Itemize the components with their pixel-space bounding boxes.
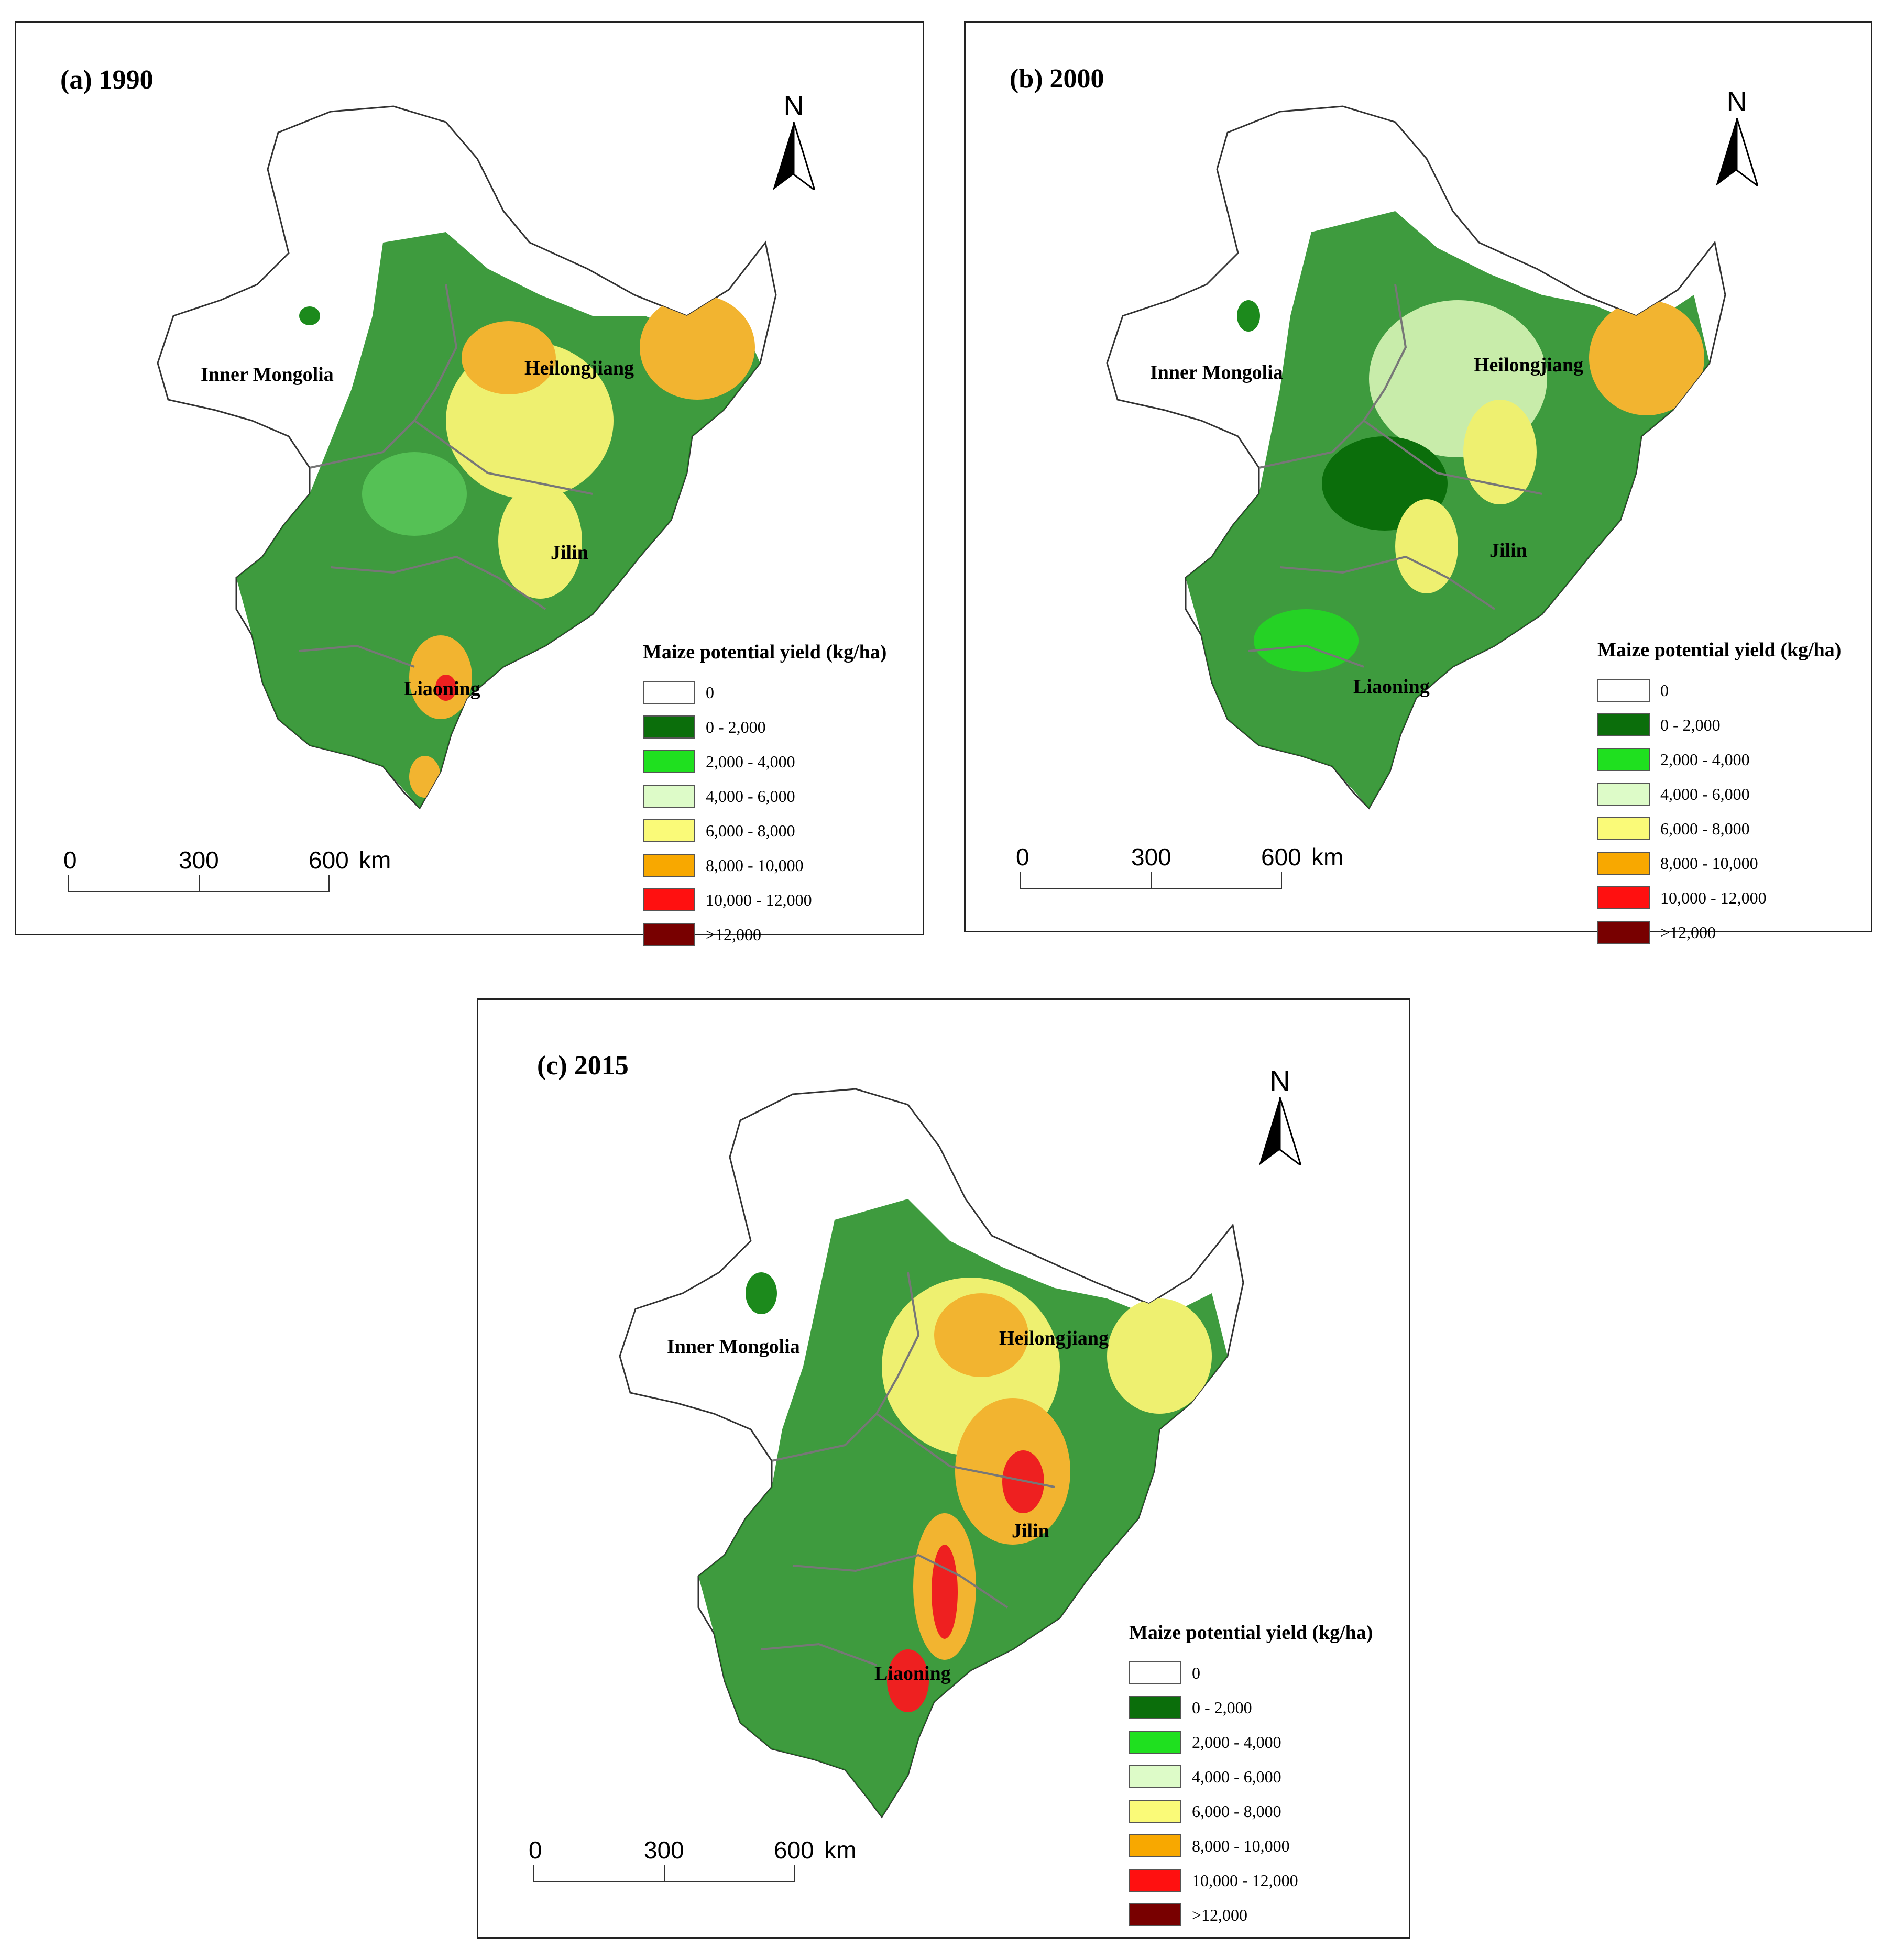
legend-item: 0 - 2,000: [1597, 708, 1891, 742]
north-arrow-icon: [1259, 1097, 1301, 1165]
panel-title: (a) 1990: [60, 65, 154, 95]
legend-item: 8,000 - 10,000: [643, 848, 936, 883]
legend-item: 2,000 - 4,000: [1597, 742, 1891, 777]
panel-title: (c) 2015: [537, 1051, 629, 1081]
legend-item: 4,000 - 6,000: [1129, 1759, 1422, 1794]
north-arrow: N: [762, 90, 825, 194]
scale-bar: 0 300 600 km: [1016, 843, 1351, 906]
label-jilin: Jilin: [551, 542, 588, 564]
legend-item: 4,000 - 6,000: [1597, 777, 1891, 811]
legend-item: 2,000 - 4,000: [643, 744, 936, 779]
label-inner-mongolia: Inner Mongolia: [1150, 361, 1283, 383]
label-heilongjiang: Heilongjiang: [524, 357, 634, 379]
north-arrow-icon: [1716, 118, 1758, 186]
legend-item: >12,000: [1597, 915, 1891, 950]
scale-bar: 0 300 600 km: [529, 1836, 864, 1899]
legend-item: 0: [1129, 1656, 1422, 1690]
legend-item: 10,000 - 12,000: [1597, 880, 1891, 915]
label-liaoning: Liaoning: [1353, 676, 1430, 698]
north-arrow: N: [1705, 85, 1768, 190]
legend-item: 6,000 - 8,000: [1129, 1794, 1422, 1829]
map-panel-1990: (a) 1990 N Inner Mongolia Heilongjiang J…: [15, 21, 924, 946]
label-jilin: Jilin: [1012, 1520, 1049, 1542]
legend-item: 2,000 - 4,000: [1129, 1725, 1422, 1759]
region-map: [1106, 105, 1726, 810]
legend-item: >12,000: [1129, 1898, 1422, 1932]
region-map: [157, 105, 777, 810]
label-jilin: Jilin: [1489, 539, 1527, 561]
legend-item: 8,000 - 10,000: [1129, 1829, 1422, 1863]
legend-item: 10,000 - 12,000: [643, 883, 936, 917]
label-heilongjiang: Heilongjiang: [999, 1327, 1109, 1349]
legend-item: 0 - 2,000: [643, 710, 936, 744]
region-map: [619, 1088, 1244, 1819]
legend-item: 4,000 - 6,000: [643, 779, 936, 813]
scale-bar: 0 300 600 km: [63, 846, 399, 909]
legend: Maize potential yield (kg/ha) 0 0 - 2,00…: [643, 641, 936, 952]
north-arrow: N: [1248, 1065, 1311, 1170]
legend-item: >12,000: [643, 917, 936, 952]
label-heilongjiang: Heilongjiang: [1474, 354, 1584, 376]
legend-item: 0: [1597, 673, 1891, 708]
label-liaoning: Liaoning: [404, 678, 480, 700]
legend-item: 0 - 2,000: [1129, 1690, 1422, 1725]
legend-item: 8,000 - 10,000: [1597, 846, 1891, 880]
label-liaoning: Liaoning: [874, 1662, 951, 1684]
label-inner-mongolia: Inner Mongolia: [667, 1336, 800, 1358]
legend-item: 6,000 - 8,000: [1597, 811, 1891, 846]
legend-item: 6,000 - 8,000: [643, 813, 936, 848]
panel-title: (b) 2000: [1010, 64, 1104, 94]
label-inner-mongolia: Inner Mongolia: [201, 364, 334, 386]
legend-item: 0: [643, 675, 936, 710]
legend: Maize potential yield (kg/ha) 0 0 - 2,00…: [1129, 1621, 1422, 1932]
north-arrow-icon: [773, 122, 815, 190]
legend: Maize potential yield (kg/ha) 0 0 - 2,00…: [1597, 638, 1891, 950]
legend-item: 10,000 - 12,000: [1129, 1863, 1422, 1898]
map-panel-2015: (c) 2015 N Inner Mongolia Heilongjiang J…: [477, 998, 1410, 1939]
map-panel-2000: (b) 2000 N Inner Mongolia Heilongjiang J…: [964, 21, 1872, 944]
